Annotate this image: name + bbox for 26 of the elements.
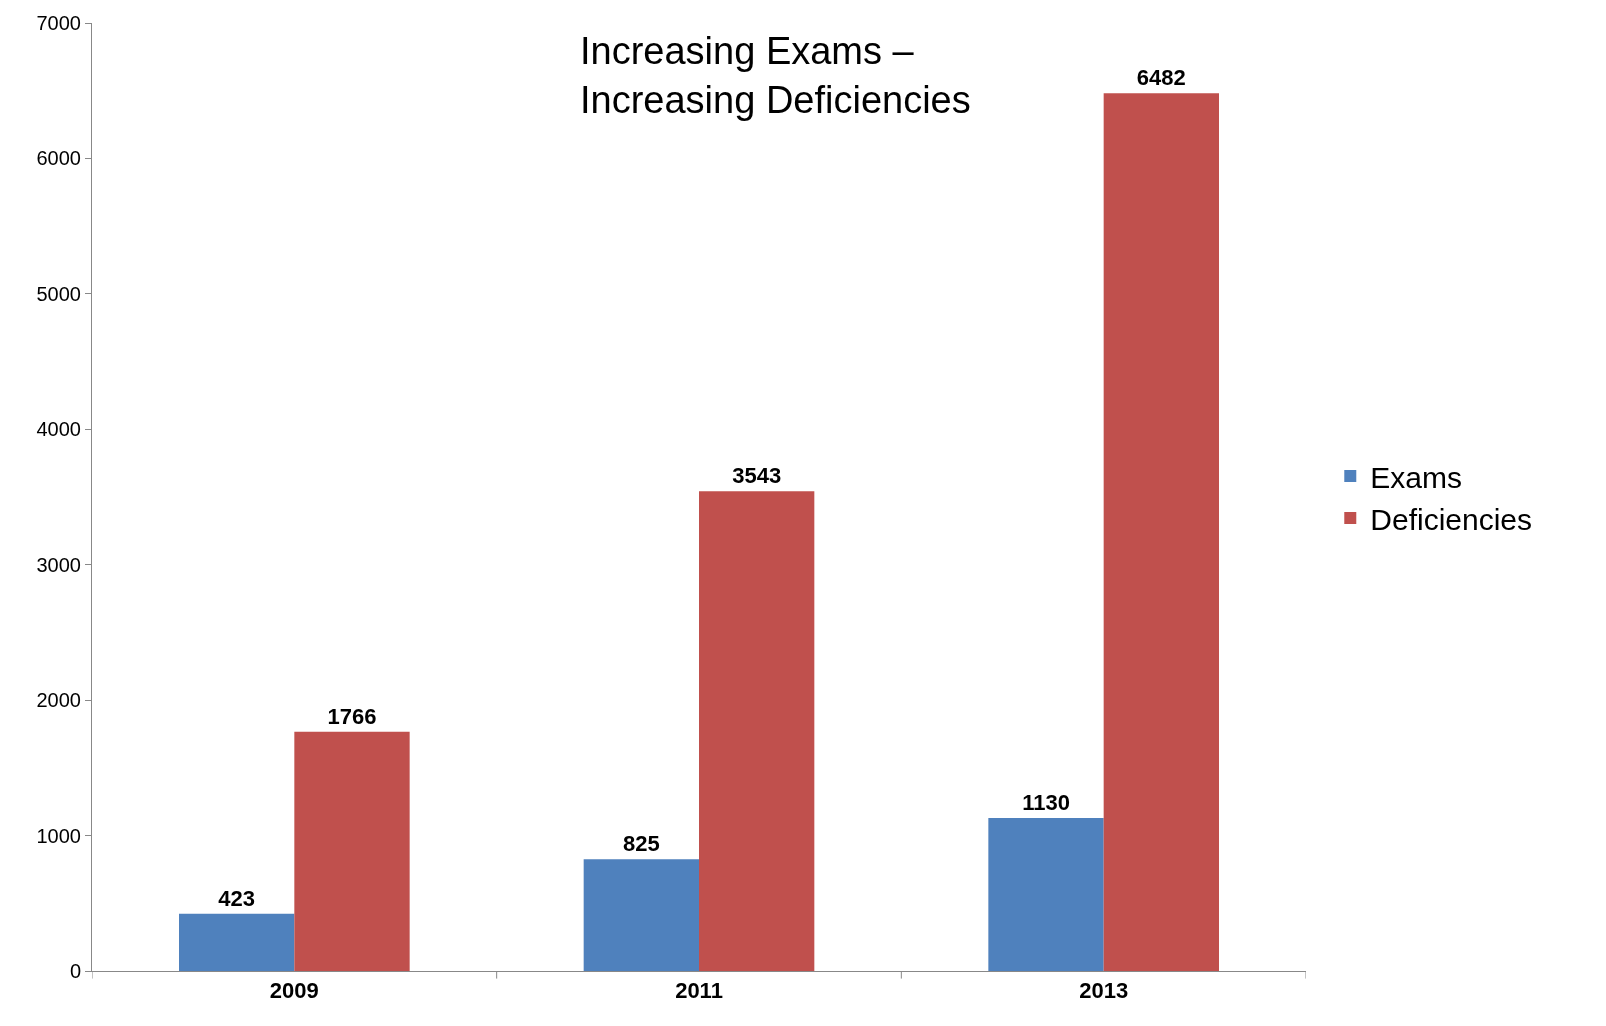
- text: Increasing Exams – Increasing Deficiencies: [580, 30, 971, 122]
- x-tick-label: 2009: [269, 978, 319, 1004]
- legend-label: Exams: [1370, 460, 1462, 494]
- y-tick-label: 6000: [36, 147, 81, 170]
- y-tick-label: 4000: [36, 418, 81, 441]
- bar: [1103, 93, 1219, 971]
- bar: [294, 731, 410, 971]
- bar: [988, 817, 1104, 971]
- data-label: 3543: [732, 463, 782, 489]
- data-label: 423: [218, 885, 256, 911]
- y-tick-label: 3000: [36, 553, 81, 576]
- y-tick-label: 2000: [36, 689, 81, 712]
- y-tick-label: 7000: [36, 12, 81, 34]
- x-tick-label: 2011: [675, 978, 723, 1004]
- y-tick-label: 5000: [36, 282, 81, 305]
- x-tick-label: 2013: [1079, 978, 1129, 1004]
- legend-label: Deficiencies: [1370, 502, 1533, 536]
- y-tick-label: 1000: [36, 824, 81, 847]
- bar: [699, 491, 815, 971]
- bar: [179, 913, 295, 971]
- y-tick-label: 0: [69, 960, 81, 982]
- data-label: 6482: [1136, 65, 1186, 91]
- bar: [583, 859, 699, 971]
- data-label: 1130: [1022, 789, 1070, 815]
- data-label: 1766: [327, 703, 377, 729]
- data-label: 825: [622, 831, 660, 857]
